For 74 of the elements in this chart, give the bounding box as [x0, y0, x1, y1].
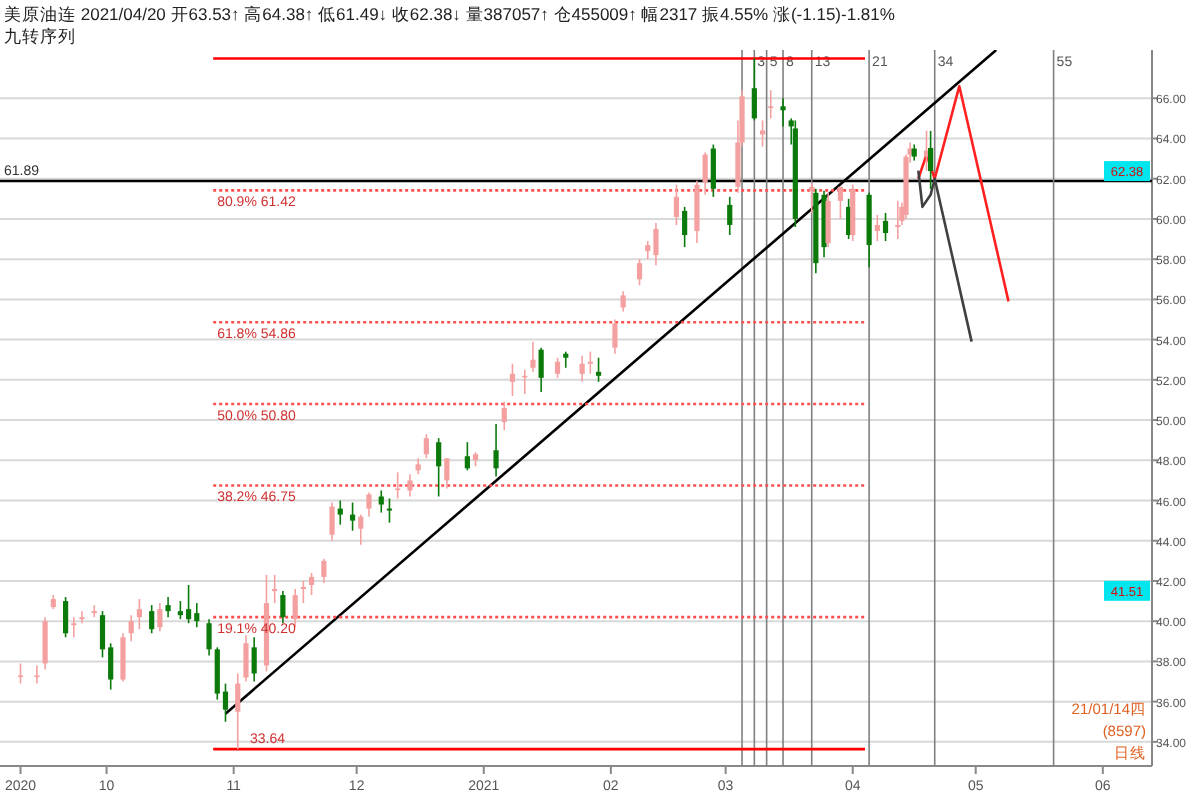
- candlestick: [272, 574, 278, 604]
- candlestick: [554, 356, 561, 379]
- line-series: [917, 84, 1010, 303]
- candlestick: [759, 119, 766, 148]
- candlestick: [136, 598, 142, 631]
- line-series: [917, 169, 973, 343]
- candlestick: [251, 636, 257, 683]
- candlestick: [157, 602, 163, 633]
- candlestick: [882, 212, 889, 242]
- candlestick: [17, 662, 24, 685]
- candlestick: [509, 362, 516, 397]
- candlestick: [300, 580, 306, 604]
- candlestick: [563, 350, 569, 369]
- candlestick: [292, 588, 298, 629]
- candlestick: [682, 206, 688, 248]
- candlestick: [436, 437, 442, 498]
- candlestick: [194, 602, 200, 629]
- candlestick: [780, 97, 786, 128]
- candlestick: [329, 501, 335, 542]
- candlestick: [501, 401, 507, 431]
- candlestick: [595, 356, 602, 383]
- candlestick: [165, 596, 171, 618]
- candlestick: [423, 433, 429, 460]
- candlestick: [91, 604, 97, 618]
- candlestick: [444, 457, 450, 490]
- candlestick: [378, 489, 384, 514]
- candlestick: [120, 632, 126, 683]
- candlestick: [538, 346, 544, 393]
- candlestick: [587, 350, 593, 375]
- candlestick: [837, 185, 844, 220]
- candlestick: [386, 497, 393, 524]
- candlestick: [407, 473, 413, 498]
- candlestick: [825, 192, 831, 248]
- candlestick: [579, 354, 585, 383]
- candlestick: [710, 143, 716, 198]
- candlestick: [653, 222, 659, 266]
- candlestick: [702, 151, 708, 196]
- candlestick: [727, 196, 733, 236]
- candlestick: [620, 290, 626, 313]
- candlestick: [751, 57, 757, 122]
- candlestick: [308, 572, 315, 596]
- candlestick: [177, 600, 183, 620]
- candlestick: [149, 604, 155, 635]
- candlestick: [694, 179, 700, 244]
- candlestick: [850, 183, 856, 242]
- candlestick: [243, 634, 249, 683]
- candlestick: [206, 618, 212, 657]
- candlestick: [128, 614, 134, 643]
- candlestick: [358, 513, 364, 546]
- candlestick: [928, 130, 934, 190]
- candlestick: [42, 616, 48, 671]
- candlestick: [280, 590, 286, 624]
- candlestick: [34, 664, 40, 685]
- candlestick: [321, 558, 327, 584]
- candlestick: [185, 584, 192, 624]
- candlestick: [809, 181, 815, 214]
- candlestick: [493, 423, 499, 478]
- candlestick: [62, 596, 69, 639]
- candlestick: [366, 491, 372, 518]
- candlestick: [768, 89, 774, 120]
- candlestick: [612, 318, 618, 355]
- candlestick: [395, 471, 401, 500]
- candlestick: [673, 183, 680, 226]
- candlestick: [337, 499, 343, 526]
- candlestick: [636, 258, 643, 287]
- candlestick: [79, 610, 85, 624]
- chart-subtitle: 九转序列: [4, 26, 76, 46]
- candlestick: [71, 616, 77, 639]
- chart-title: 美原油连 2021/04/20 开63.53↑ 高64.38↑ 低61.49↓ 收62.38↓ 量387057↑ 仓455009↑ 幅2317 振4.55% 涨(-1.15)-1.81%: [4, 4, 896, 24]
- candlestick: [349, 501, 356, 532]
- candlestick: [874, 214, 880, 242]
- candlestick: [530, 340, 536, 373]
- candlestick: [464, 441, 470, 472]
- candlestick: [235, 672, 241, 750]
